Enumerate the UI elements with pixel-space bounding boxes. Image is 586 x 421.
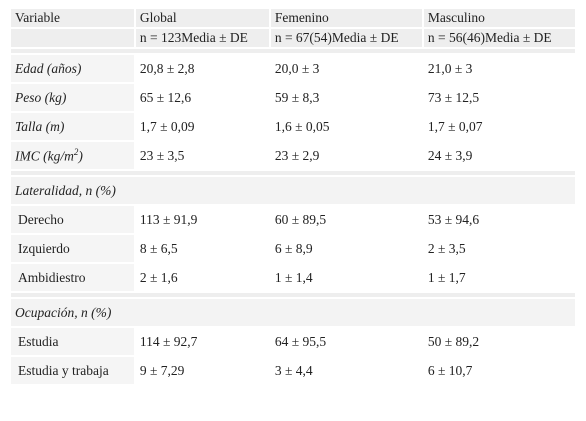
row-label-derecho: Derecho: [11, 206, 134, 233]
cell-talla-fem: 1,6 ± 0,05: [270, 113, 422, 140]
header-global-sub: n = 123Media ± DE: [135, 29, 269, 47]
cell-estudia-masc: 50 ± 89,2: [423, 328, 575, 355]
table-row-talla: Talla (m) 1,7 ± 0,09 1,6 ± 0,05 1,7 ± 0,…: [11, 113, 575, 140]
cell-edad-global: 20,8 ± 2,8: [135, 55, 269, 82]
header-femenino: Femenino: [270, 9, 422, 27]
table-body: Edad (años) 20,8 ± 2,8 20,0 ± 3 21,0 ± 3…: [11, 49, 575, 384]
table-row-estudia: Estudia 114 ± 92,7 64 ± 95,5 50 ± 89,2: [11, 328, 575, 355]
header-variable: Variable: [11, 9, 134, 27]
section-row-lateralidad: Lateralidad, n (%): [11, 177, 575, 204]
cell-estudia-fem: 64 ± 95,5: [270, 328, 422, 355]
row-label-estudia: Estudia: [11, 328, 134, 355]
table-row-estudia-trabaja: Estudia y trabaja 9 ± 7,29 3 ± 4,4 6 ± 1…: [11, 357, 575, 384]
header-masculino: Masculino: [423, 9, 575, 27]
cell-estudia-trabaja-global: 9 ± 7,29: [135, 357, 269, 384]
cell-peso-fem: 59 ± 8,3: [270, 84, 422, 111]
cell-izquierdo-fem: 6 ± 8,9: [270, 235, 422, 262]
data-table: Variable Global Femenino Masculino n = 1…: [9, 7, 577, 386]
cell-estudia-trabaja-masc: 6 ± 10,7: [423, 357, 575, 384]
cell-derecho-masc: 53 ± 94,6: [423, 206, 575, 233]
row-label-ambidiestro: Ambidiestro: [11, 264, 134, 291]
section-label-lateralidad: Lateralidad, n (%): [11, 177, 575, 204]
section-label-ocupacion: Ocupación, n (%): [11, 299, 575, 326]
cell-derecho-global: 113 ± 91,9: [135, 206, 269, 233]
cell-ambidiestro-fem: 1 ± 1,4: [270, 264, 422, 291]
table-row-peso: Peso (kg) 65 ± 12,6 59 ± 8,3 73 ± 12,5: [11, 84, 575, 111]
row-label-imc: IMC (kg/m2): [11, 142, 134, 169]
table-row-ambidiestro: Ambidiestro 2 ± 1,6 1 ± 1,4 1 ± 1,7: [11, 264, 575, 291]
cell-imc-fem: 23 ± 2,9: [270, 142, 422, 169]
cell-imc-global: 23 ± 3,5: [135, 142, 269, 169]
header-row-sub: n = 123Media ± DE n = 67(54)Media ± DE n…: [11, 29, 575, 47]
separator-row: [11, 49, 575, 53]
imc-label-post: ): [78, 148, 83, 164]
row-label-talla: Talla (m): [11, 113, 134, 140]
cell-edad-fem: 20,0 ± 3: [270, 55, 422, 82]
cell-edad-masc: 21,0 ± 3: [423, 55, 575, 82]
cell-talla-global: 1,7 ± 0,09: [135, 113, 269, 140]
row-label-peso: Peso (kg): [11, 84, 134, 111]
header-row-top: Variable Global Femenino Masculino: [11, 9, 575, 27]
imc-label-sup: 2: [73, 146, 79, 157]
imc-label-pre: IMC (kg/m: [15, 148, 74, 164]
cell-imc-masc: 24 ± 3,9: [423, 142, 575, 169]
cell-talla-masc: 1,7 ± 0,07: [423, 113, 575, 140]
cell-derecho-fem: 60 ± 89,5: [270, 206, 422, 233]
row-label-edad: Edad (años): [11, 55, 134, 82]
section-row-ocupacion: Ocupación, n (%): [11, 299, 575, 326]
row-label-estudia-trabaja: Estudia y trabaja: [11, 357, 134, 384]
cell-izquierdo-global: 8 ± 6,5: [135, 235, 269, 262]
table-row-imc: IMC (kg/m2) 23 ± 3,5 23 ± 2,9 24 ± 3,9: [11, 142, 575, 169]
cell-estudia-trabaja-fem: 3 ± 4,4: [270, 357, 422, 384]
cell-peso-masc: 73 ± 12,5: [423, 84, 575, 111]
separator-row: [11, 171, 575, 175]
header-sub-empty: [11, 29, 134, 47]
cell-izquierdo-masc: 2 ± 3,5: [423, 235, 575, 262]
table-header: Variable Global Femenino Masculino n = 1…: [11, 9, 575, 47]
cell-peso-global: 65 ± 12,6: [135, 84, 269, 111]
row-label-izquierdo: Izquierdo: [11, 235, 134, 262]
cell-ambidiestro-masc: 1 ± 1,7: [423, 264, 575, 291]
table-row-izquierdo: Izquierdo 8 ± 6,5 6 ± 8,9 2 ± 3,5: [11, 235, 575, 262]
cell-ambidiestro-global: 2 ± 1,6: [135, 264, 269, 291]
header-masculino-sub: n = 56(46)Media ± DE: [423, 29, 575, 47]
header-global: Global: [135, 9, 269, 27]
separator-row: [11, 293, 575, 297]
table-row-edad: Edad (años) 20,8 ± 2,8 20,0 ± 3 21,0 ± 3: [11, 55, 575, 82]
table-row-derecho: Derecho 113 ± 91,9 60 ± 89,5 53 ± 94,6: [11, 206, 575, 233]
cell-estudia-global: 114 ± 92,7: [135, 328, 269, 355]
header-femenino-sub: n = 67(54)Media ± DE: [270, 29, 422, 47]
